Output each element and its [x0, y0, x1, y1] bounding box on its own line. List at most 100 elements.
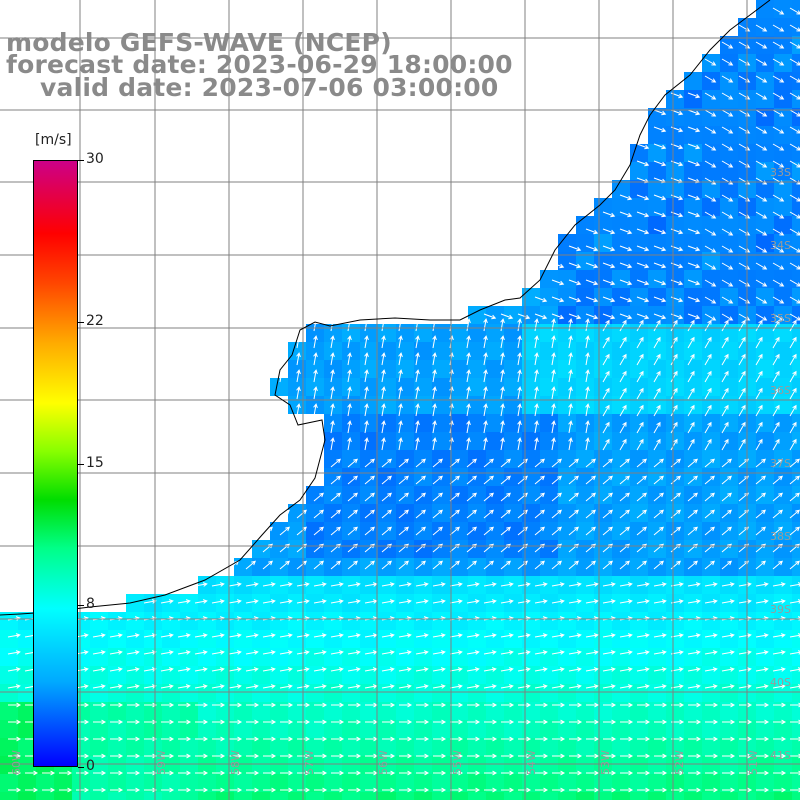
speed-cell: [540, 450, 558, 468]
speed-cell: [108, 684, 126, 702]
speed-cell: [360, 666, 378, 684]
speed-cell: [774, 144, 792, 162]
speed-cell: [108, 666, 126, 684]
wind-arrow-icon: [211, 582, 225, 587]
speed-cell: [720, 324, 738, 342]
speed-cell: [684, 360, 702, 378]
wind-arrow-icon: [331, 753, 345, 759]
speed-cell: [720, 666, 738, 684]
wind-arrow-icon: [178, 770, 192, 776]
wind-arrow-icon: [500, 509, 511, 519]
speed-cell: [792, 648, 800, 666]
wind-arrow-icon: [602, 438, 610, 451]
wind-arrow-icon: [721, 194, 734, 202]
wind-arrow-icon: [517, 420, 522, 434]
wind-arrow-icon: [704, 319, 712, 332]
speed-cell: [684, 612, 702, 630]
wind-arrow-icon: [636, 319, 644, 332]
longitude-label: 60W: [10, 750, 23, 775]
wind-arrow-icon: [330, 420, 335, 434]
wind-arrow-icon: [212, 719, 226, 725]
wind-arrow-icon: [314, 770, 328, 776]
speed-cell: [324, 738, 342, 756]
speed-cell: [630, 414, 648, 432]
wind-arrow-icon: [773, 770, 787, 776]
speed-cell: [666, 450, 684, 468]
speed-cell: [648, 702, 666, 720]
speed-cell: [756, 216, 774, 234]
wind-arrow-icon: [347, 582, 361, 587]
wind-arrow-icon: [144, 753, 158, 759]
speed-cell: [234, 648, 252, 666]
speed-cell: [720, 414, 738, 432]
speed-cell: [522, 738, 540, 756]
speed-cell: [504, 648, 522, 666]
speed-cell: [576, 342, 594, 360]
wind-arrow-icon: [314, 736, 328, 742]
wind-arrow-icon: [602, 336, 610, 349]
wind-arrow-icon: [636, 228, 650, 235]
speed-cell: [144, 684, 162, 702]
wind-arrow-icon: [449, 667, 463, 672]
speed-cell: [486, 378, 504, 396]
speed-cell: [558, 792, 576, 800]
speed-cell: [666, 684, 684, 702]
wind-arrow-icon: [772, 650, 786, 655]
speed-cell: [774, 756, 792, 774]
speed-cell: [378, 738, 396, 756]
wind-arrow-icon: [500, 420, 505, 434]
speed-cell: [702, 792, 720, 800]
wind-arrow-icon: [330, 352, 335, 366]
wind-arrow-icon: [789, 143, 800, 151]
wind-arrow-icon: [569, 770, 583, 776]
speed-cell: [792, 702, 800, 720]
wind-arrow-icon: [517, 369, 522, 383]
wind-arrow-icon: [296, 403, 301, 417]
speed-cell: [0, 792, 18, 800]
wind-arrow-icon: [687, 319, 695, 332]
speed-cell: [540, 360, 558, 378]
speed-cell: [612, 792, 630, 800]
wind-arrow-icon: [432, 369, 437, 383]
speed-cell: [576, 684, 594, 702]
wind-arrow-icon: [568, 369, 573, 383]
wind-arrow-icon: [517, 437, 522, 451]
speed-cell: [360, 684, 378, 702]
speed-cell: [558, 702, 576, 720]
wind-arrow-icon: [415, 335, 420, 349]
wind-arrow-icon: [619, 262, 633, 269]
wind-arrow-icon: [433, 787, 447, 793]
wind-arrow-icon: [789, 560, 800, 570]
wind-arrow-icon: [500, 582, 514, 587]
speed-cell: [612, 270, 630, 288]
speed-cell: [720, 702, 738, 720]
wind-arrow-icon: [636, 194, 650, 201]
wind-arrow-icon: [381, 560, 392, 570]
wind-arrow-icon: [619, 336, 627, 349]
longitude-label: 55W: [451, 750, 464, 775]
wind-arrow-icon: [25, 787, 39, 793]
wind-arrow-icon: [704, 160, 717, 168]
wind-arrow-icon: [653, 421, 661, 434]
speed-cell: [612, 774, 630, 792]
speed-cell: [0, 666, 18, 684]
speed-cell: [234, 594, 252, 612]
speed-cell: [288, 630, 306, 648]
wind-arrow-icon: [415, 386, 420, 400]
wind-arrow-icon: [466, 599, 480, 604]
speed-cell: [324, 774, 342, 792]
speed-cell: [576, 504, 594, 522]
speed-cell: [126, 720, 144, 738]
wind-arrow-icon: [705, 770, 719, 776]
speed-cell: [630, 702, 648, 720]
wind-arrow-icon: [432, 582, 446, 587]
wind-arrow-icon: [500, 475, 511, 485]
wind-arrow-icon: [194, 667, 208, 672]
wind-arrow-icon: [76, 719, 90, 725]
wind-arrow-icon: [585, 335, 590, 349]
wind-arrow-icon: [484, 702, 498, 708]
wind-arrow-icon: [331, 719, 345, 725]
speed-cell: [792, 234, 800, 252]
wind-arrow-icon: [534, 599, 548, 604]
speed-cell: [198, 648, 216, 666]
